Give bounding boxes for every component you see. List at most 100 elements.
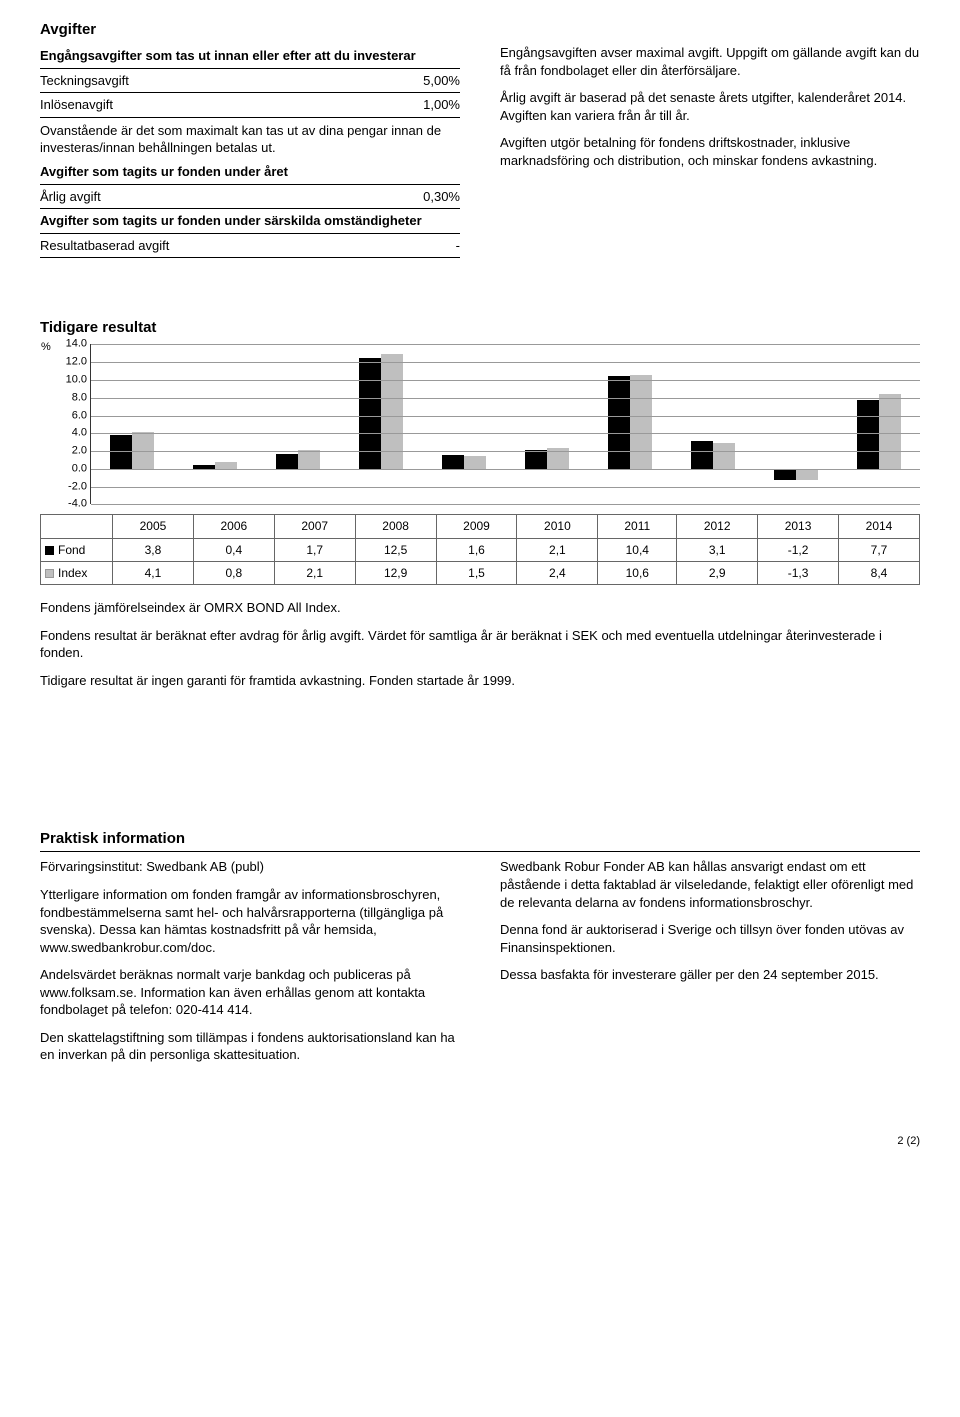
table-cell: -1,2 xyxy=(758,538,839,561)
table-cell: 8,4 xyxy=(839,561,920,584)
chart-bar-group xyxy=(754,344,837,504)
practical-left-p4: Den skattelagstiftning som tillämpas i f… xyxy=(40,1029,460,1064)
table-row-index-head: Index xyxy=(41,561,113,584)
chart-bar xyxy=(215,462,237,469)
results-title: Tidigare resultat xyxy=(40,318,920,338)
chart-bar-group xyxy=(174,344,257,504)
results-p2: Fondens resultat är beräknat efter avdra… xyxy=(40,627,920,662)
practical-left-p1: Förvaringsinstitut: Swedbank AB (publ) xyxy=(40,858,460,876)
chart-bar-group xyxy=(340,344,423,504)
practical-columns: Förvaringsinstitut: Swedbank AB (publ) Y… xyxy=(40,858,920,1073)
chart-bar xyxy=(879,394,901,469)
chart-ytick-label: -2.0 xyxy=(47,479,87,494)
fee-row-label: Inlösenavgift xyxy=(40,93,400,118)
chart-bar xyxy=(630,375,652,469)
fees-table: Engångsavgifter som tas ut innan eller e… xyxy=(40,44,460,258)
fees-subhead-2: Avgifter som tagits ur fonden under året xyxy=(40,160,460,184)
chart-gridline xyxy=(91,487,920,488)
table-year-head: 2014 xyxy=(839,515,920,538)
table-year-head: 2009 xyxy=(436,515,517,538)
practical-left-p3: Andelsvärdet beräknas normalt varje bank… xyxy=(40,966,460,1019)
table-cell: 10,6 xyxy=(598,561,677,584)
chart-bar-group xyxy=(257,344,340,504)
table-row-fond-head: Fond xyxy=(41,538,113,561)
results-chart-wrapper: % 14.012.010.08.06.04.02.00.0-2.0-4.0 20… xyxy=(40,344,920,585)
results-data-table: 2005200620072008200920102011201220132014… xyxy=(40,514,920,585)
chart-bar-group xyxy=(423,344,506,504)
fee-row-label: Teckningsavgift xyxy=(40,68,400,93)
fees-columns: Engångsavgifter som tas ut innan eller e… xyxy=(40,44,920,258)
fee-row-value: - xyxy=(400,233,460,258)
practical-right-p1: Swedbank Robur Fonder AB kan hållas ansv… xyxy=(500,858,920,911)
chart-bar xyxy=(359,358,381,469)
results-chart: % 14.012.010.08.06.04.02.00.0-2.0-4.0 xyxy=(90,344,920,504)
table-empty-head xyxy=(41,515,113,538)
legend-label-fond: Fond xyxy=(58,543,85,557)
chart-ytick-label: -4.0 xyxy=(47,497,87,512)
table-cell: 2,1 xyxy=(517,538,598,561)
chart-bar xyxy=(857,400,879,468)
results-section: Tidigare resultat % 14.012.010.08.06.04.… xyxy=(40,318,920,689)
chart-bar xyxy=(442,455,464,469)
fees-note-1: Ovanstående är det som maximalt kan tas … xyxy=(40,117,460,160)
fee-row-value: 0,30% xyxy=(400,184,460,209)
chart-bar-group xyxy=(837,344,920,504)
fees-subhead-3: Avgifter som tagits ur fonden under särs… xyxy=(40,209,460,234)
table-year-head: 2007 xyxy=(274,515,355,538)
chart-ytick-label: 4.0 xyxy=(47,426,87,441)
chart-bars-container xyxy=(91,344,920,504)
chart-ytick-label: 0.0 xyxy=(47,461,87,476)
chart-ytick-label: 14.0 xyxy=(47,337,87,352)
legend-square-fond xyxy=(45,546,54,555)
chart-bar-group xyxy=(91,344,174,504)
chart-bar xyxy=(796,469,818,481)
table-year-head: 2013 xyxy=(758,515,839,538)
fee-row-label: Resultatbaserad avgift xyxy=(40,233,400,258)
table-cell: 7,7 xyxy=(839,538,920,561)
fee-row-value: 1,00% xyxy=(400,93,460,118)
table-cell: 2,4 xyxy=(517,561,598,584)
fees-right-col: Engångsavgiften avser maximal avgift. Up… xyxy=(500,44,920,258)
table-cell: -1,3 xyxy=(758,561,839,584)
table-year-head: 2008 xyxy=(355,515,436,538)
results-p3: Tidigare resultat är ingen garanti för f… xyxy=(40,672,920,690)
chart-ytick-label: 2.0 xyxy=(47,444,87,459)
table-cell: 10,4 xyxy=(598,538,677,561)
chart-ytick-label: 8.0 xyxy=(47,390,87,405)
fees-left-col: Engångsavgifter som tas ut innan eller e… xyxy=(40,44,460,258)
chart-gridline xyxy=(91,451,920,452)
table-cell: 2,9 xyxy=(677,561,758,584)
table-cell: 12,9 xyxy=(355,561,436,584)
chart-ytick-label: 12.0 xyxy=(47,355,87,370)
chart-gridline xyxy=(91,416,920,417)
fees-right-p2: Årlig avgift är baserad på det senaste å… xyxy=(500,89,920,124)
legend-square-index xyxy=(45,569,54,578)
chart-ytick-label: 6.0 xyxy=(47,408,87,423)
chart-bar xyxy=(713,443,735,469)
fee-row-value: 5,00% xyxy=(400,68,460,93)
chart-bar xyxy=(298,450,320,469)
results-p1: Fondens jämförelseindex är OMRX BOND All… xyxy=(40,599,920,617)
table-cell: 0,8 xyxy=(193,561,274,584)
table-cell: 1,5 xyxy=(436,561,517,584)
table-year-head: 2010 xyxy=(517,515,598,538)
chart-bar xyxy=(276,454,298,469)
chart-gridline xyxy=(91,380,920,381)
table-cell: 12,5 xyxy=(355,538,436,561)
page-number: 2 (2) xyxy=(40,1134,920,1149)
table-cell: 4,1 xyxy=(113,561,194,584)
table-cell: 3,8 xyxy=(113,538,194,561)
practical-left-p2: Ytterligare information om fonden framgå… xyxy=(40,886,460,956)
chart-gridline xyxy=(91,433,920,434)
chart-gridline xyxy=(91,504,920,505)
table-year-head: 2006 xyxy=(193,515,274,538)
chart-bar xyxy=(464,456,486,469)
table-cell: 1,7 xyxy=(274,538,355,561)
table-year-head: 2012 xyxy=(677,515,758,538)
table-year-head: 2005 xyxy=(113,515,194,538)
chart-ytick-label: 10.0 xyxy=(47,373,87,388)
fees-title: Avgifter xyxy=(40,20,920,40)
table-cell: 1,6 xyxy=(436,538,517,561)
chart-bar-group xyxy=(588,344,671,504)
practical-right-p3: Dessa basfakta för investerare gäller pe… xyxy=(500,966,920,984)
